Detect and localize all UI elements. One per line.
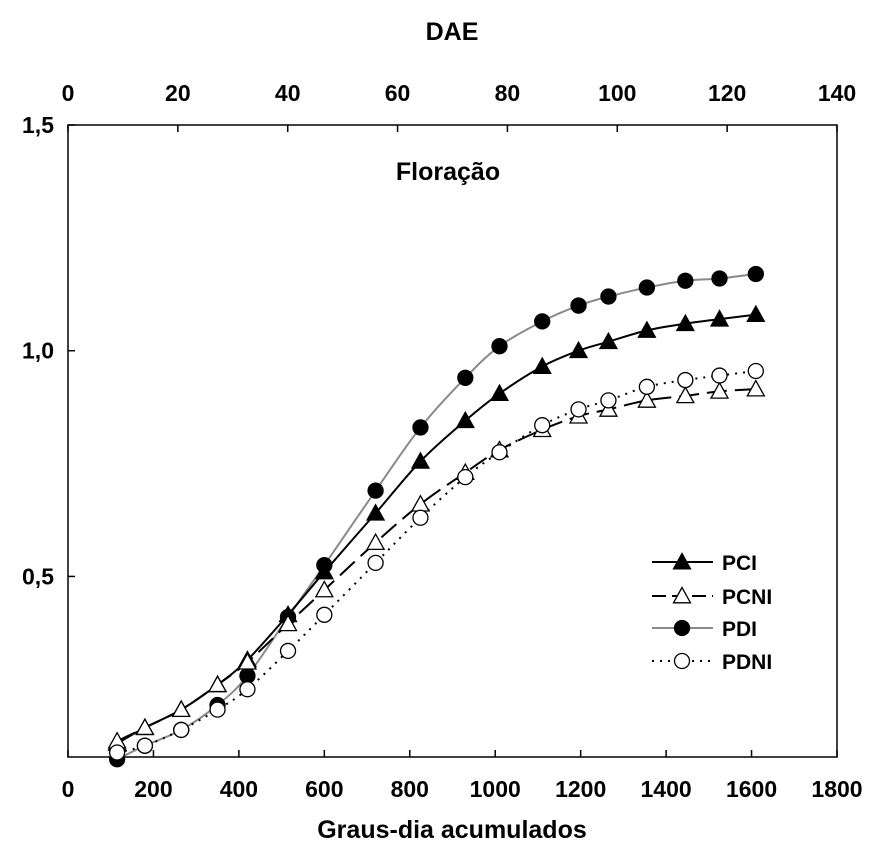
bottom-axis-title: Graus-dia acumulados <box>317 816 587 844</box>
x-tick-label: 1000 <box>470 776 521 802</box>
data-point-pcni <box>709 381 730 399</box>
data-point-pdni <box>747 362 764 380</box>
series-points-pci <box>107 304 766 751</box>
data-point-pcni <box>675 386 695 404</box>
data-point-pci <box>709 309 730 327</box>
series-group <box>107 265 766 768</box>
x-tick-label: 1200 <box>555 776 606 802</box>
x2-tick-label: 140 <box>818 80 856 106</box>
data-point-pdni <box>108 744 126 761</box>
x-tick-label: 1400 <box>641 776 692 802</box>
data-point-pdni <box>711 367 728 384</box>
x2-tick-label: 100 <box>598 80 636 106</box>
legend-marker-pdni <box>673 652 691 670</box>
x-tick-label: 1600 <box>726 776 777 802</box>
legend-label-pcni: PCNI <box>722 586 772 609</box>
data-point-pdni <box>279 642 297 660</box>
data-point-pdi <box>711 270 728 287</box>
x2-tick-label: 80 <box>495 80 521 106</box>
data-point-pci <box>532 356 552 374</box>
data-point-pci <box>314 562 334 580</box>
data-point-pcni <box>598 399 619 417</box>
data-point-pcni <box>171 699 191 718</box>
data-point-pdi <box>457 369 474 386</box>
data-point-pdni <box>367 554 384 572</box>
legend-label-pci: PCI <box>722 552 757 575</box>
data-point-pci <box>455 410 475 429</box>
data-point-pdni <box>570 401 587 418</box>
data-point-pdi <box>747 265 764 283</box>
series-line-pci <box>116 313 756 745</box>
data-point-pdni <box>677 371 694 389</box>
data-point-pci <box>746 304 766 323</box>
data-point-pdi <box>600 288 617 305</box>
data-point-pci <box>598 331 619 350</box>
plot-frame <box>67 124 838 758</box>
data-point-pci <box>489 383 510 402</box>
data-point-pcni <box>637 390 657 408</box>
data-point-pdi <box>412 419 429 436</box>
series-points-pdni <box>108 362 764 761</box>
top-axis-title: DAE <box>426 18 479 46</box>
legend-marker-pci <box>672 552 692 570</box>
data-point-pdni <box>316 606 333 623</box>
data-point-pdni <box>136 737 154 754</box>
data-point-pdi <box>677 272 694 289</box>
x2-tick-label: 120 <box>708 80 746 106</box>
data-point-pci <box>365 503 386 521</box>
data-point-pci <box>410 451 431 469</box>
data-point-pci <box>637 320 657 338</box>
data-point-pcni <box>237 652 258 670</box>
data-point-pcni <box>365 532 386 551</box>
data-point-pdni <box>638 378 656 395</box>
legend-marker-pcni <box>672 586 692 604</box>
data-point-pdni <box>209 701 226 718</box>
panel-annotation: Floração <box>396 158 500 186</box>
data-point-pdi <box>367 482 384 499</box>
data-point-pcni <box>746 379 766 397</box>
x2-tick-label: 0 <box>62 80 75 106</box>
data-point-pdni <box>412 509 429 526</box>
data-point-pdni <box>239 681 256 698</box>
x-tick-label: 600 <box>305 776 343 802</box>
data-point-pcni <box>314 580 334 598</box>
x-tick-label: 0 <box>62 776 75 802</box>
y-tick-label: 0,5 <box>22 563 54 589</box>
data-point-pdi <box>570 297 587 314</box>
data-point-pci <box>675 313 695 332</box>
legend-label-pdni: PDNI <box>722 651 772 674</box>
x-tick-label: 400 <box>220 776 258 802</box>
data-point-pdi <box>239 667 256 684</box>
legend-label-pdi: PDI <box>722 618 757 641</box>
data-point-pdni <box>491 444 508 461</box>
data-point-pdi <box>491 338 508 355</box>
y-tick-label: 1,5 <box>22 112 54 138</box>
legend-marker-pdi <box>673 619 691 637</box>
data-point-pdi <box>638 279 656 296</box>
data-point-pdni <box>600 392 617 409</box>
x-tick-label: 200 <box>134 776 172 802</box>
data-point-pdni <box>457 468 474 486</box>
x-tick-label: 800 <box>391 776 429 802</box>
x-tick-label: 1800 <box>811 776 862 802</box>
x2-tick-label: 40 <box>275 80 301 106</box>
axis-ticks: 0 200 400 600 800 1000 1200 1400 1600 1800 0 20 40 60… <box>22 80 863 802</box>
data-point-pcni <box>135 717 155 736</box>
data-point-pdni <box>173 721 190 739</box>
x2-tick-label: 60 <box>385 80 411 106</box>
y-tick-label: 1,0 <box>22 338 54 364</box>
data-point-pcni <box>207 674 228 693</box>
data-point-pcni <box>410 494 431 512</box>
data-point-pcni <box>278 613 298 632</box>
x2-tick-label: 20 <box>165 80 191 106</box>
data-point-pci <box>568 340 589 359</box>
legend: PCI PCNI PDI PDNI <box>652 552 772 674</box>
data-point-pdi <box>534 313 551 330</box>
data-point-pdni <box>534 417 551 434</box>
